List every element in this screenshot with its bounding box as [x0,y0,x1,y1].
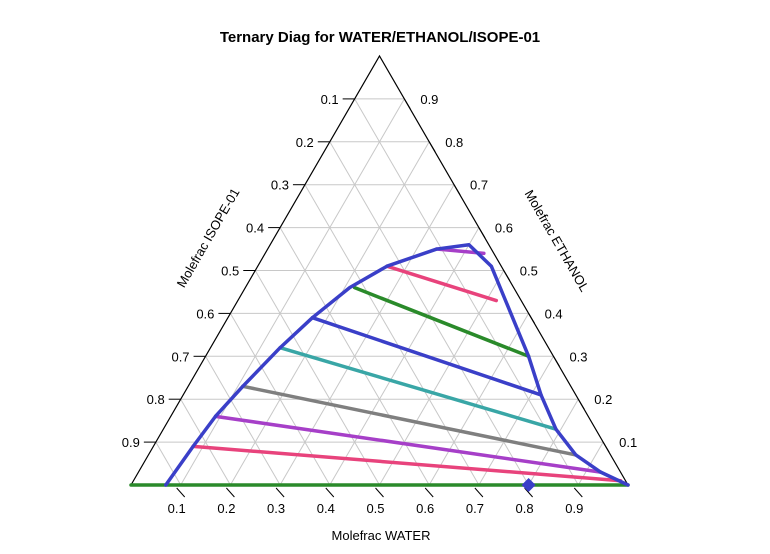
bottom-tick-mark [573,487,583,498]
bottom-tick-mark [375,487,384,498]
tie-line-4 [310,315,543,397]
left-tick-label: 0.5 [221,264,239,279]
right-tick-label: 0.7 [470,178,488,193]
bottom-tick-label: 0.1 [168,501,186,516]
grid-line [180,98,405,486]
grid [155,98,604,486]
grid-line [180,398,231,486]
left-tick-label: 0.7 [171,349,189,364]
tie-lines [129,247,630,487]
bottom-tick-mark [275,487,285,498]
left-tick-label: 0.1 [321,92,339,107]
bottom-tick-label: 0.6 [416,501,434,516]
bottom-tick-label: 0.9 [565,501,583,516]
bottom-tick-label: 0.2 [217,501,235,516]
grid-line [428,313,530,486]
tie-line-7 [213,414,603,474]
right-tick-label: 0.8 [445,135,463,150]
right-tick-mark [528,313,536,324]
right-tick-mark [403,98,411,110]
right-tick-mark [602,441,610,453]
bottom-tick-label: 0.5 [366,501,384,516]
right-tick-mark [478,227,486,238]
bottom-tick-mark [524,487,533,498]
right-tick-mark [428,141,436,153]
left-tick-label: 0.9 [122,435,140,450]
chart-title: Ternary Diag for WATER/ETHANOL/ISOPE-01 [220,29,540,46]
tick-labels: 0.1 0.2 0.3 0.4 0.5 0.6 0.7 0.8 0.9 0.1 0.2 0.3 0.4 0… [122,92,637,516]
bottom-tick-mark [325,487,335,498]
tie-line-5 [278,345,558,431]
right-tick-label: 0.1 [619,435,637,450]
bottom-tick-mark [474,487,484,498]
grid-line [254,270,380,486]
right-tick-label: 0.5 [520,264,538,279]
left-tick-label: 0.6 [196,306,214,321]
left-tick-label: 0.8 [147,392,165,407]
tie-line-3 [352,285,531,359]
right-tick-mark [553,356,560,367]
right-tick-label: 0.9 [420,92,438,107]
binodal-curve-layer [164,243,630,487]
bottom-tick-mark [424,487,434,498]
right-tick-label: 0.4 [545,306,563,321]
tie-line-8 [191,444,623,483]
bottom-tick-mark [176,487,186,498]
bottom-tick-label: 0.4 [317,501,335,516]
bottom-tick-mark [226,487,235,498]
bottom-tick-label: 0.3 [267,501,285,516]
left-tick-label: 0.4 [246,221,264,236]
tie-line-6 [241,384,578,457]
bottom-tick-label: 0.7 [466,501,484,516]
bottom-axis-label: Molefrac WATER [332,528,431,543]
grid-line [304,184,480,486]
right-tick-label: 0.2 [594,392,612,407]
marker-layer [521,478,536,492]
grid-line [379,270,505,486]
tie-line-1 [385,264,499,303]
right-tick-label: 0.3 [569,349,587,364]
left-tick-label: 0.2 [296,135,314,150]
right-tick-mark [577,398,585,410]
bottom-tick-label: 0.8 [516,501,534,516]
diamond-marker [521,478,536,492]
grid-line [478,356,554,486]
left-tick-label: 0.3 [271,178,289,193]
grid-line [528,398,579,486]
right-tick-mark [503,270,511,281]
binodal-curve [164,243,630,487]
grid-line [155,441,182,486]
right-tick-label: 0.6 [495,221,513,236]
right-tick-mark [453,184,461,195]
